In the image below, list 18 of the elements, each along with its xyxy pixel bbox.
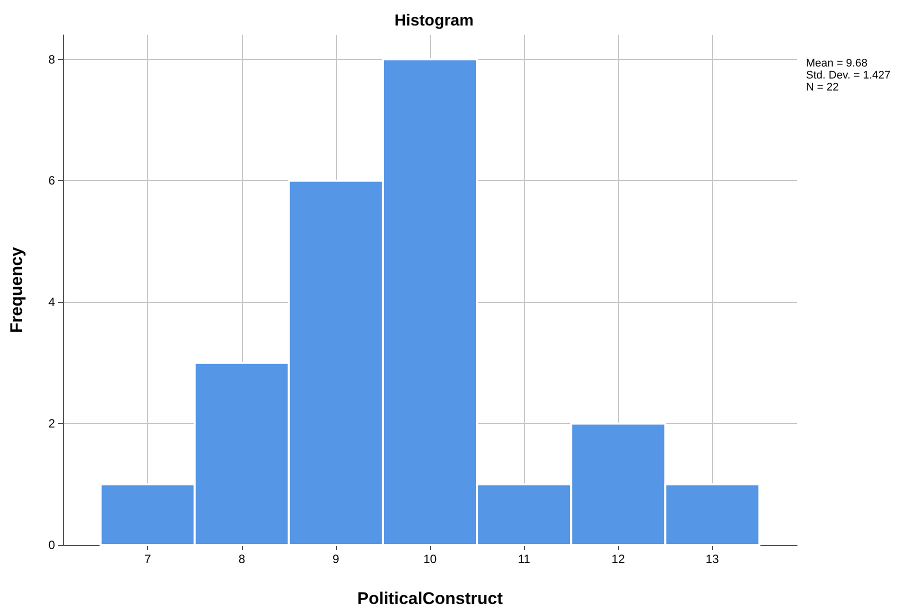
text: N = 22 — [806, 82, 839, 94]
y-tick-label: 2 — [48, 416, 56, 431]
y-axis-title: Frequency — [7, 246, 26, 333]
y-tick-label: 0 — [48, 538, 56, 552]
y-tick-label: 6 — [48, 174, 56, 188]
x-tick-label: 13 — [706, 552, 720, 566]
x-axis-title: PoliticalConstruct — [357, 589, 504, 608]
x-tick-label: 11 — [518, 552, 531, 566]
x-tick-label: 10 — [423, 552, 437, 566]
x-tick-label: 12 — [612, 552, 626, 566]
text: Std. Dev. = 1.427 — [806, 70, 890, 82]
text: Mean = 9.68 — [806, 58, 868, 70]
x-tick-label: 7 — [144, 552, 152, 566]
chart-title: Histogram — [394, 12, 474, 30]
x-tick-label: 9 — [332, 552, 340, 566]
y-tick-label: 8 — [48, 52, 56, 66]
y-tick-label: 4 — [48, 295, 56, 310]
x-tick-label: 8 — [238, 552, 246, 566]
